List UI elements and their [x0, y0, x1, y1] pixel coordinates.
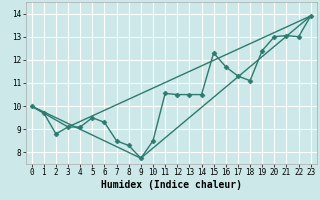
X-axis label: Humidex (Indice chaleur): Humidex (Indice chaleur) — [101, 180, 242, 190]
